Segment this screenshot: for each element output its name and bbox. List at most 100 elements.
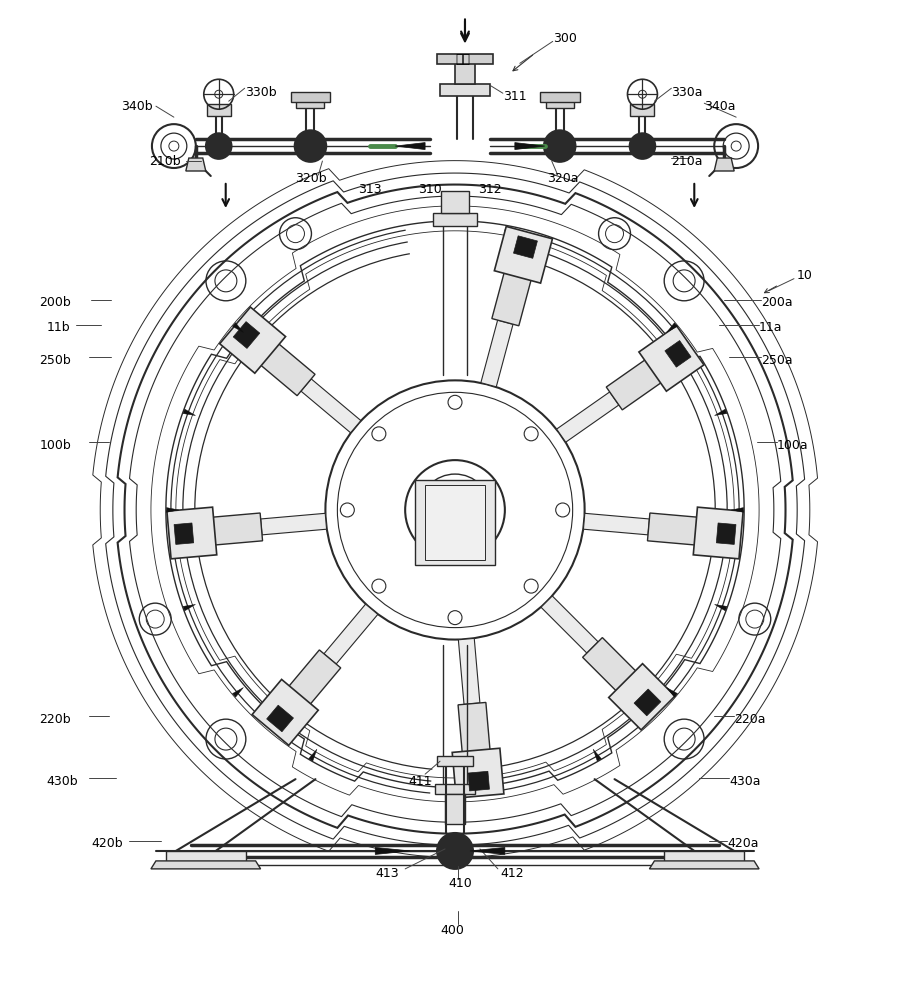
Text: 200a: 200a	[760, 296, 792, 309]
Circle shape	[543, 130, 575, 162]
Text: 250b: 250b	[40, 354, 71, 367]
Circle shape	[206, 133, 232, 159]
Text: 411: 411	[408, 775, 431, 788]
Polygon shape	[638, 326, 703, 391]
Polygon shape	[183, 409, 196, 416]
Polygon shape	[716, 523, 735, 544]
Text: 340b: 340b	[121, 100, 153, 113]
Polygon shape	[545, 98, 573, 108]
Polygon shape	[165, 851, 245, 865]
Polygon shape	[593, 749, 601, 761]
Text: 220b: 220b	[40, 713, 71, 726]
Polygon shape	[207, 104, 231, 116]
Polygon shape	[440, 191, 469, 213]
Polygon shape	[649, 861, 758, 869]
Circle shape	[629, 133, 654, 159]
Text: 320a: 320a	[546, 172, 578, 185]
Polygon shape	[437, 54, 493, 64]
Polygon shape	[539, 92, 579, 102]
Polygon shape	[278, 650, 340, 718]
Polygon shape	[196, 513, 262, 546]
Polygon shape	[664, 851, 743, 865]
Polygon shape	[183, 604, 196, 611]
Polygon shape	[693, 507, 743, 559]
Polygon shape	[395, 143, 425, 150]
Polygon shape	[166, 507, 217, 559]
Text: 420a: 420a	[726, 837, 758, 850]
Polygon shape	[309, 749, 316, 761]
Polygon shape	[540, 596, 597, 653]
Text: 430a: 430a	[729, 775, 760, 788]
Text: 200b: 200b	[40, 296, 71, 309]
Polygon shape	[583, 513, 649, 535]
Polygon shape	[425, 485, 484, 560]
Text: 100b: 100b	[40, 439, 71, 452]
Text: 300: 300	[552, 32, 576, 45]
Text: 11b: 11b	[46, 321, 70, 334]
Text: 100a: 100a	[777, 439, 808, 452]
Polygon shape	[233, 322, 259, 348]
Text: 410: 410	[448, 877, 471, 890]
Polygon shape	[375, 847, 410, 854]
Text: 320b: 320b	[295, 172, 327, 185]
Text: 412: 412	[499, 867, 523, 880]
Polygon shape	[666, 687, 676, 697]
Circle shape	[294, 130, 326, 162]
Polygon shape	[608, 664, 675, 730]
Text: 312: 312	[478, 183, 501, 196]
Text: 420b: 420b	[91, 837, 122, 850]
Polygon shape	[556, 392, 618, 442]
Polygon shape	[714, 604, 726, 611]
Polygon shape	[606, 350, 675, 410]
Polygon shape	[247, 333, 314, 396]
Circle shape	[445, 841, 464, 861]
Polygon shape	[433, 213, 476, 226]
Text: 313: 313	[357, 183, 381, 196]
Polygon shape	[186, 158, 206, 171]
Polygon shape	[151, 861, 260, 869]
Polygon shape	[731, 508, 743, 512]
Polygon shape	[296, 98, 324, 108]
Polygon shape	[458, 638, 480, 704]
Polygon shape	[630, 104, 653, 116]
Text: 210b: 210b	[149, 155, 180, 168]
Polygon shape	[174, 523, 194, 544]
Polygon shape	[290, 92, 330, 102]
Text: 210a: 210a	[671, 155, 702, 168]
Polygon shape	[267, 705, 293, 732]
Polygon shape	[233, 323, 244, 332]
Text: 310: 310	[417, 183, 441, 196]
Polygon shape	[513, 236, 537, 258]
Polygon shape	[647, 513, 714, 546]
Polygon shape	[414, 480, 494, 565]
Circle shape	[437, 833, 472, 869]
Polygon shape	[452, 748, 504, 798]
Text: 430b: 430b	[46, 775, 78, 788]
Polygon shape	[252, 679, 318, 745]
Polygon shape	[166, 508, 178, 512]
Text: 250a: 250a	[760, 354, 792, 367]
Polygon shape	[439, 84, 490, 96]
Polygon shape	[260, 513, 326, 535]
Polygon shape	[666, 323, 676, 332]
Text: 11a: 11a	[758, 321, 782, 334]
Polygon shape	[233, 687, 244, 697]
Polygon shape	[664, 341, 690, 367]
Polygon shape	[435, 784, 474, 794]
Polygon shape	[220, 307, 285, 373]
Text: 蒸汽: 蒸汽	[455, 53, 470, 66]
Polygon shape	[515, 143, 544, 150]
Text: 220a: 220a	[733, 713, 765, 726]
Polygon shape	[494, 226, 551, 283]
Text: 413: 413	[375, 867, 399, 880]
Polygon shape	[455, 61, 474, 84]
Polygon shape	[437, 756, 472, 766]
Polygon shape	[458, 702, 491, 769]
Polygon shape	[323, 604, 378, 664]
Polygon shape	[582, 638, 648, 703]
Text: 340a: 340a	[704, 100, 735, 113]
Polygon shape	[468, 771, 489, 791]
Polygon shape	[301, 379, 360, 433]
Text: 330a: 330a	[671, 86, 702, 99]
Text: 10: 10	[796, 269, 812, 282]
